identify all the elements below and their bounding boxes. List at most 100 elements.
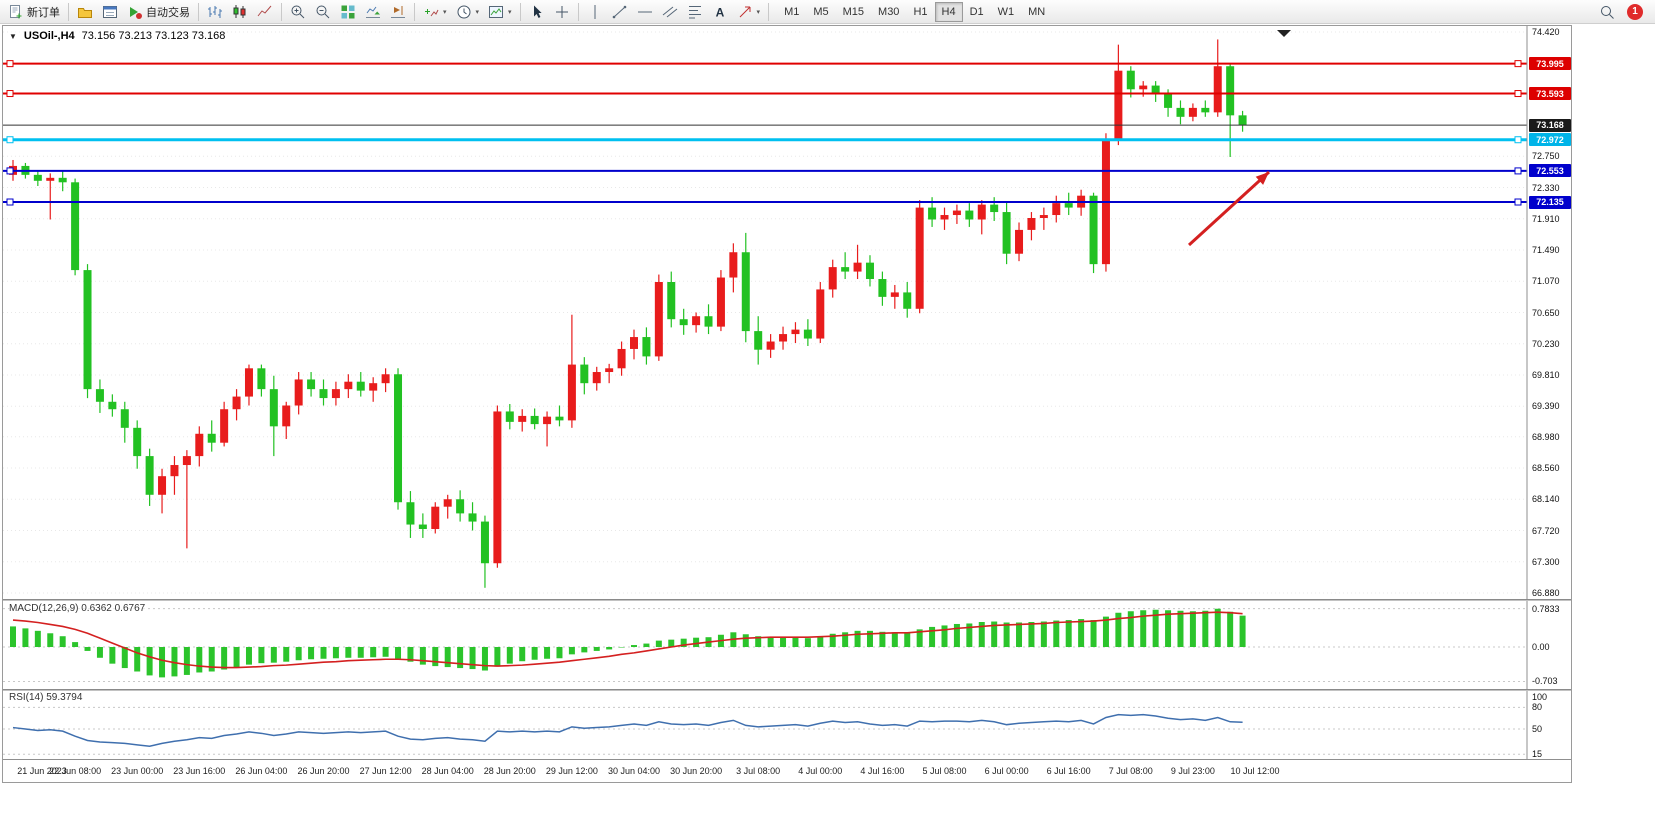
indicators-button[interactable]: ▾	[419, 2, 451, 22]
chevron-down-icon: ▾	[475, 8, 480, 16]
tile-windows-button[interactable]	[336, 2, 360, 22]
arrows-tool-icon	[737, 4, 753, 20]
templates-icon	[488, 4, 504, 20]
chart-shift-button[interactable]	[386, 2, 410, 22]
timeframe-button-h1[interactable]: H1	[906, 2, 934, 22]
zoom-in-icon	[290, 4, 306, 20]
price-axis-label: 67.300	[1532, 556, 1560, 567]
time-axis-label: 5 Jul 08:00	[922, 766, 967, 776]
time-axis-label: 6 Jul 16:00	[1046, 766, 1091, 776]
price-axis[interactable]: 74.420 72.750 72.330 71.910 71.490 71.070 70.6…	[1528, 26, 1571, 760]
macd-scale-label: -0.703	[1532, 676, 1558, 687]
timeframe-button-h4[interactable]: H4	[934, 1, 963, 22]
auto-scroll-button[interactable]	[361, 2, 385, 22]
time-axis-label: 9 Jul 23:00	[1170, 766, 1215, 776]
timeframe-button-w1[interactable]: W1	[991, 2, 1022, 22]
time-axis-label: 21 Jun 2023	[17, 766, 67, 776]
line-chart-icon	[257, 4, 273, 20]
auto-trading-icon	[127, 4, 143, 20]
auto-trading-button[interactable]: 自动交易	[123, 2, 194, 22]
price-axis-label: 66.880	[1532, 588, 1560, 598]
rsi-indicator-label: RSI(14) 59.3794	[9, 692, 83, 703]
price-axis-label: 71.490	[1532, 245, 1560, 255]
chart-plot-area[interactable]	[3, 26, 1572, 783]
time-axis-label: 23 Jun 00:00	[111, 766, 164, 776]
timeframe-button-d1[interactable]: D1	[963, 2, 991, 22]
price-badge-resistance-2: 73.593	[1529, 87, 1571, 101]
time-axis-label: 3 Jul 08:00	[736, 766, 781, 776]
time-axis-label: 26 Jun 04:00	[235, 766, 288, 776]
profiles-icon	[77, 4, 93, 20]
auto-trading-label: 自动交易	[146, 6, 190, 19]
profiles-button[interactable]	[73, 2, 97, 22]
notification-badge[interactable]: 1	[1627, 3, 1643, 20]
zoom-in-button[interactable]	[286, 2, 310, 22]
horizontal-line-button[interactable]	[633, 2, 657, 22]
bar-chart-icon	[207, 4, 223, 20]
rsi-scale-label: 100	[1532, 692, 1548, 702]
time-axis-label: 28 Jun 20:00	[483, 766, 536, 776]
zoom-out-icon	[315, 4, 331, 20]
one-click-trading-toggle-icon[interactable]: ▼	[9, 31, 17, 41]
text-tool-button[interactable]: A	[708, 2, 732, 22]
time-axis-label: 23 Jun 16:00	[173, 766, 226, 776]
chevron-down-icon: ▾	[443, 8, 447, 16]
rsi-panel-splitter[interactable]	[3, 689, 1571, 691]
vertical-line-button[interactable]	[583, 2, 607, 22]
time-axis-label: 7 Jul 08:00	[1108, 766, 1153, 776]
toolbar-separator	[198, 2, 199, 21]
rsi-scale-label: 15	[1532, 749, 1543, 760]
main-toolbar: 新订单 自动交易 ▾ ▾ ▾ A ▾ M1 M5 M15 M30 H1 H4 D1 W1 MN …	[0, 0, 1655, 24]
horizontal-line-icon	[637, 4, 653, 20]
cursor-button[interactable]	[525, 2, 549, 22]
timeframe-button-m1[interactable]: M1	[777, 2, 806, 22]
fibonacci-button[interactable]	[683, 2, 707, 22]
price-axis-label: 71.070	[1532, 276, 1560, 287]
cursor-icon	[529, 4, 545, 20]
price-axis-label: 69.810	[1532, 369, 1560, 380]
price-badge-support-2: 72.553	[1529, 164, 1571, 178]
trendline-button[interactable]	[608, 2, 632, 22]
text-tool-icon: A	[712, 4, 728, 20]
zoom-out-button[interactable]	[311, 2, 335, 22]
price-axis-label: 74.420	[1532, 27, 1560, 37]
search-icon	[1599, 4, 1615, 20]
toolbar-separator	[68, 2, 69, 21]
periods-icon	[456, 4, 472, 20]
toolbar-separator	[577, 2, 579, 21]
equidistant-channel-button[interactable]	[658, 2, 682, 22]
crosshair-button[interactable]	[550, 2, 574, 22]
time-axis-label: 29 Jun 12:00	[545, 766, 598, 776]
periods-button[interactable]: ▾	[452, 2, 484, 22]
line-chart-button[interactable]	[253, 2, 277, 22]
macd-scale-label: 0.7833	[1532, 603, 1560, 614]
toolbar-separator	[281, 2, 282, 21]
candlestick-chart-icon	[232, 4, 248, 20]
time-axis-label: 26 Jun 20:00	[297, 766, 350, 776]
time-axis-label: 22 Jun 08:00	[49, 766, 102, 776]
timeframe-button-m15[interactable]: M15	[836, 2, 871, 22]
timeframe-button-m5[interactable]: M5	[806, 2, 835, 22]
templates-button[interactable]: ▾	[484, 2, 516, 22]
price-axis-label: 68.980	[1532, 431, 1560, 442]
search-button[interactable]	[1595, 2, 1619, 22]
toolbar-separator	[414, 2, 415, 21]
time-axis-label: 30 Jun 04:00	[607, 766, 661, 776]
price-badge-current-price: 73.168	[1529, 118, 1571, 132]
price-axis-label: 70.650	[1532, 307, 1560, 318]
timeframe-button-mn[interactable]: MN	[1021, 2, 1052, 22]
candlestick-chart-button[interactable]	[228, 2, 252, 22]
bar-chart-button[interactable]	[203, 2, 227, 22]
market-watch-icon	[102, 4, 118, 20]
time-axis[interactable]: 21 Jun 2023 22 Jun 08:00 23 Jun 00:00 23 Ju…	[3, 759, 1571, 782]
macd-panel-splitter[interactable]	[3, 599, 1571, 601]
price-axis-label: 71.910	[1532, 213, 1560, 224]
new-order-button[interactable]: 新订单	[4, 2, 64, 22]
price-axis-label: 70.230	[1532, 338, 1560, 349]
market-watch-button[interactable]	[98, 2, 122, 22]
timeframe-button-m30[interactable]: M30	[871, 2, 906, 22]
new-order-icon	[8, 4, 24, 20]
symbol-timeframe-label: USOil-,H4	[23, 30, 75, 42]
price-axis-label: 69.390	[1532, 401, 1560, 412]
arrows-tool-button[interactable]: ▾	[733, 2, 765, 22]
